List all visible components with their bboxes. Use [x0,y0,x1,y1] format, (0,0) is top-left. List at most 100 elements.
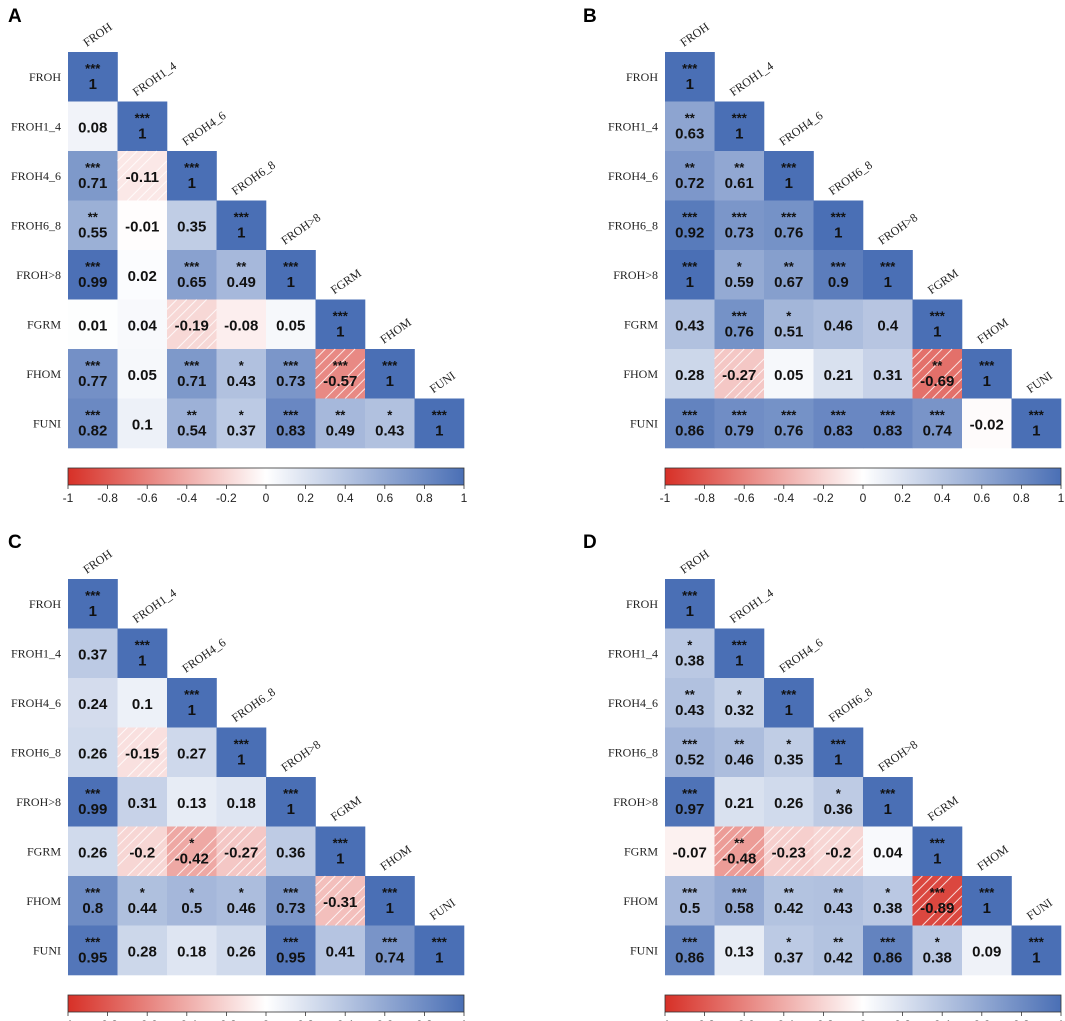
negative-hatch [912,348,933,370]
significance-stars: *** [880,259,896,274]
significance-stars: *** [283,407,299,422]
correlation-value: 0.35 [177,218,206,235]
correlation-value: 0.52 [675,751,704,768]
colorbar-tick-label: 0 [263,1018,270,1021]
correlation-value: 1 [884,801,892,818]
heatmap-cell: **0.49 [315,398,366,449]
heatmap-cell: ***0.83 [813,398,864,449]
cell-fill [167,398,217,449]
correlation-value: -0.15 [125,745,159,762]
cell-fill [665,579,715,629]
correlation-value: 0.51 [774,323,803,340]
heatmap-cell: 0.41 [315,925,366,976]
cell-fill [216,826,267,877]
cell-fill [665,876,715,926]
negative-hatch [117,150,158,191]
cell-fill [117,151,168,201]
negative-hatch [117,826,128,837]
heatmap-cell: *0.51 [764,299,814,350]
heatmap-cell: ***0.86 [665,398,715,449]
heatmap-cell: ***0.76 [764,200,814,251]
significance-stars: *** [184,687,200,702]
negative-hatch [912,348,953,389]
correlation-value: 1 [138,125,146,142]
column-label: FHOM [974,842,1011,874]
correlation-value: 0.63 [675,125,704,142]
negative-hatch [753,388,765,399]
negative-hatch [166,826,188,847]
cell-fill [764,349,814,399]
heatmap-cell: ***0.73 [266,349,316,399]
correlation-value: 1 [237,224,245,241]
colorbar-tick-label: -0.8 [694,1018,715,1021]
heatmap-cell: ***1 [414,398,465,449]
cell-fill [665,727,715,778]
heatmap-cell: ***-0.89 [912,875,963,926]
cell-fill [68,826,118,877]
heatmap-cell: 0.05 [117,349,168,399]
negative-hatch [354,915,366,926]
significance-stars: * [737,259,743,274]
row-label: FROH [626,70,658,84]
negative-hatch [354,388,366,399]
negative-hatch [196,855,217,877]
significance-stars: *** [234,736,250,751]
significance-stars: *** [781,160,797,175]
negative-hatch [912,348,923,360]
significance-stars: ** [833,934,844,949]
correlation-value: 0.04 [873,844,903,861]
heatmap-cell: ***1 [665,250,715,300]
heatmap-cell: ***0.95 [68,925,118,976]
colorbar-tick-label: -0.8 [97,491,118,505]
correlation-value: 0.83 [276,422,305,439]
correlation-value: 0.31 [873,367,902,384]
heatmap-cell: **0.46 [714,727,765,778]
correlation-value: 0.21 [824,367,853,384]
cell-fill [117,777,168,827]
negative-hatch [117,727,138,748]
heatmap-cell: 0.04 [863,826,913,877]
correlation-value: 1 [686,603,694,620]
cell-fill [266,876,316,926]
heatmap-cell: *0.37 [764,925,814,976]
colorbar-tick-label: 0 [860,1018,867,1021]
negative-hatch [763,826,785,847]
significance-stars: *** [85,786,101,801]
heatmap-cell: 0.35 [167,200,217,251]
negative-hatch [344,378,366,399]
cell-fill [813,876,864,926]
cell-fill [266,925,316,976]
column-label: FROH1_4 [727,586,776,626]
heatmap-cell: *0.37 [216,398,267,449]
colorbar-tick-label: 0.6 [973,491,990,505]
correlation-value: 0.28 [675,367,704,384]
significance-stars: * [885,885,891,900]
cell-fill [764,151,814,201]
negative-hatch [783,845,814,877]
cell-fill [813,349,864,399]
colorbar: -1 -0.8 -0.6 -0.4 -0.2 0 0.2 0.4 0.6 0.8 1 [63,467,468,505]
cell-fill [68,876,118,926]
heatmap-cell: ***1 [764,678,814,728]
correlation-value: 0.86 [873,949,902,966]
heatmap-cell: 0.1 [117,398,168,449]
column-label: FUNI [1024,895,1055,923]
significance-stars: * [687,637,693,652]
negative-hatch [922,358,963,399]
negative-hatch [166,826,178,837]
heatmap-cell: 0.01 [68,299,118,350]
colorbar-tick-label: 0 [860,491,867,505]
cell-fill [68,777,118,827]
heatmap-cell: ***1 [764,151,814,201]
negative-hatch [117,826,148,857]
cell-fill [714,299,765,350]
cell-fill [216,200,267,251]
negative-hatch [117,727,158,768]
significance-stars: *** [682,588,698,603]
correlation-value: 1 [983,373,991,390]
row-label: FUNI [630,943,658,957]
correlation-value: 1 [933,323,941,340]
correlation-value: 0.37 [227,422,256,439]
cell-fill [117,398,168,449]
